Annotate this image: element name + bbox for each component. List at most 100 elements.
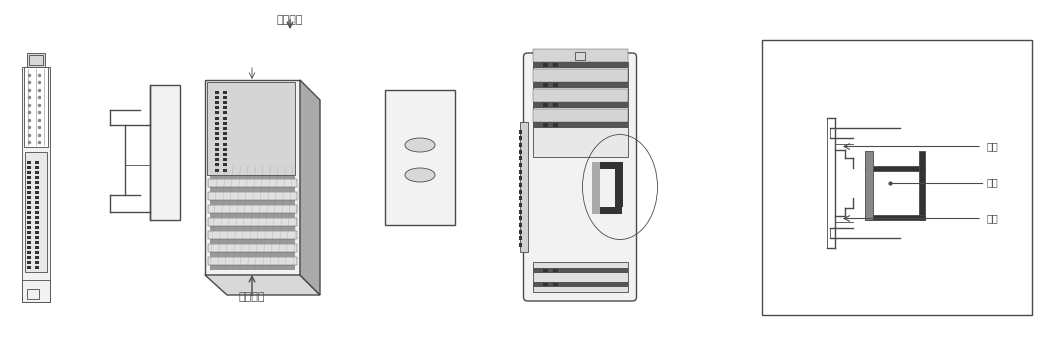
Bar [27, 205, 31, 209]
Bar [223, 142, 227, 146]
Bar [35, 175, 39, 178]
Bar [223, 132, 227, 135]
Bar [35, 216, 39, 218]
Bar [27, 216, 31, 218]
Bar [215, 153, 219, 156]
Bar [215, 111, 219, 114]
Bar [27, 251, 31, 253]
Bar [35, 201, 39, 203]
Bar [519, 150, 522, 154]
Bar [519, 223, 522, 227]
Bar [532, 268, 628, 273]
Bar [543, 123, 547, 127]
Bar [27, 240, 31, 244]
Bar [35, 210, 39, 214]
Bar [208, 231, 297, 239]
Bar [223, 148, 227, 151]
Bar [865, 150, 873, 219]
Bar [575, 52, 585, 60]
Bar [592, 162, 600, 214]
Bar [532, 62, 628, 68]
Bar [519, 183, 522, 187]
Bar [210, 226, 295, 231]
Bar [215, 163, 219, 166]
Bar [215, 142, 219, 146]
Bar [35, 205, 39, 209]
Bar [27, 181, 31, 183]
Bar [27, 260, 31, 264]
Ellipse shape [405, 168, 435, 182]
Bar [27, 190, 31, 194]
Bar [543, 269, 547, 272]
Bar [519, 143, 522, 147]
Text: 卡扣: 卡扣 [987, 214, 999, 224]
Bar [615, 162, 623, 207]
Polygon shape [205, 275, 320, 295]
Bar [223, 127, 227, 130]
Bar [24, 67, 48, 147]
Bar [552, 283, 558, 286]
Bar [519, 156, 522, 160]
Bar [27, 266, 31, 268]
Ellipse shape [405, 138, 435, 152]
Bar [215, 148, 219, 151]
Bar [35, 236, 39, 238]
FancyBboxPatch shape [524, 53, 636, 301]
Bar [210, 213, 295, 218]
Bar [552, 123, 558, 127]
Bar [35, 240, 39, 244]
Bar [215, 96, 219, 99]
Bar [532, 102, 628, 108]
Bar [27, 175, 31, 178]
Bar [35, 170, 39, 174]
Bar [208, 205, 297, 213]
Polygon shape [150, 85, 180, 220]
Bar [208, 244, 297, 252]
Bar [519, 170, 522, 174]
Bar [35, 251, 39, 253]
Bar [215, 117, 219, 120]
Bar [35, 181, 39, 183]
Text: 导轨: 导轨 [987, 177, 999, 188]
Bar [519, 243, 522, 247]
Bar [519, 163, 522, 167]
Bar [519, 230, 522, 234]
Bar [215, 91, 219, 94]
Bar [543, 103, 547, 107]
Bar [210, 239, 295, 244]
Bar [35, 161, 39, 163]
Bar [223, 137, 227, 140]
Bar [223, 158, 227, 161]
Bar [223, 106, 227, 109]
Bar [27, 220, 31, 224]
Bar [215, 132, 219, 135]
Bar [532, 69, 628, 82]
Bar [519, 216, 522, 221]
Bar [532, 62, 628, 157]
Bar [27, 201, 31, 203]
Bar [35, 186, 39, 189]
Bar [35, 225, 39, 229]
Polygon shape [385, 90, 455, 225]
Bar [208, 192, 297, 200]
Bar [210, 265, 295, 270]
Bar [543, 283, 547, 286]
Bar [919, 150, 925, 219]
Bar [208, 257, 297, 265]
Bar [27, 231, 31, 233]
Bar [210, 187, 295, 192]
Bar [532, 109, 628, 122]
Bar [27, 196, 31, 198]
Bar [223, 122, 227, 125]
Bar [519, 196, 522, 200]
Bar [208, 218, 297, 226]
Bar [27, 170, 31, 174]
Bar [223, 117, 227, 120]
Bar [35, 266, 39, 268]
Bar [532, 89, 628, 102]
Bar [223, 91, 227, 94]
Bar [27, 166, 31, 168]
Bar [35, 256, 39, 259]
Bar [552, 103, 558, 107]
Bar [532, 49, 628, 62]
